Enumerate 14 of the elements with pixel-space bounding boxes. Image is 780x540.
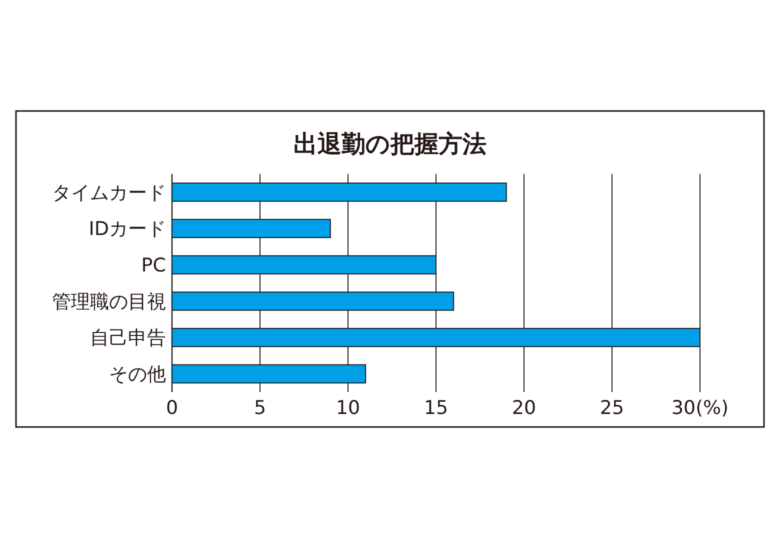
x-tick-label: 0: [166, 397, 178, 419]
y-tick-label: タイムカード: [52, 182, 166, 204]
x-tick-label: 20: [512, 397, 536, 419]
x-tick-label: 30(%): [671, 397, 729, 419]
x-tick-label: 15: [424, 397, 448, 419]
y-tick-label: IDカード: [88, 218, 166, 240]
chart-title: 出退勤の把握方法: [294, 130, 486, 158]
y-tick-label: その他: [109, 363, 166, 386]
x-tick-label: 25: [600, 397, 624, 419]
x-tick-label: 10: [336, 397, 360, 419]
y-tick-label: PC: [141, 254, 166, 276]
y-tick-label: 自己申告: [90, 327, 166, 350]
y-tick-label: 管理職の目視: [52, 290, 166, 313]
x-tick-label: 5: [254, 397, 266, 419]
